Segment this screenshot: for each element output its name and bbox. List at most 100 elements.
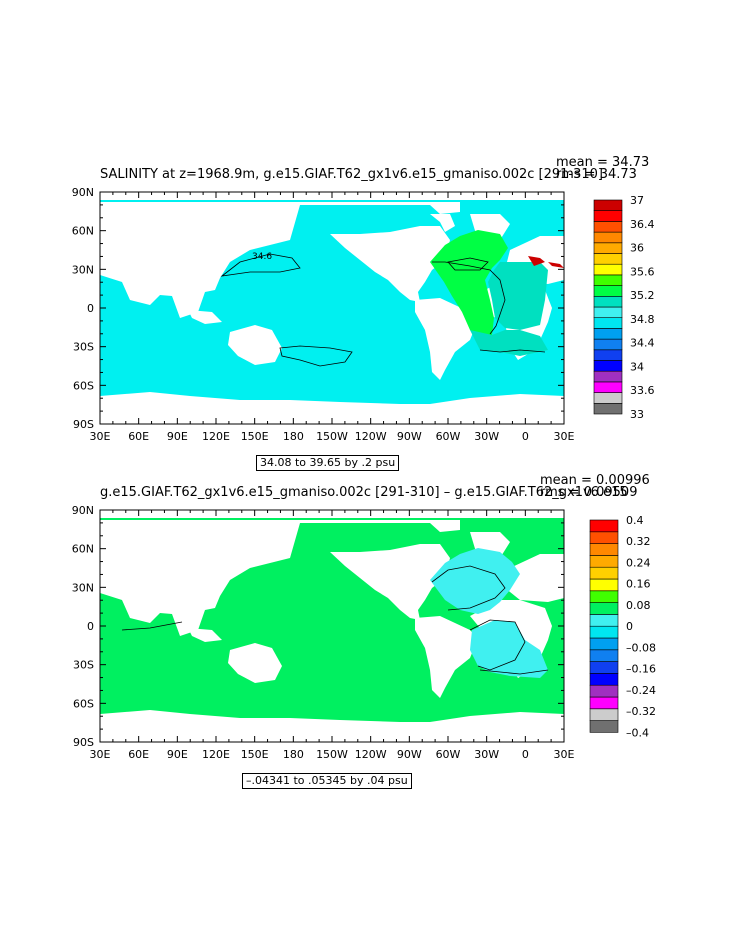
difference-lon-label: 60E xyxy=(128,748,149,761)
salinity-lon-label: 120W xyxy=(355,430,387,443)
difference-colorbar-box xyxy=(589,590,619,603)
salinity-colorbar-box xyxy=(593,338,623,351)
difference-lon-label: 120W xyxy=(355,748,387,761)
salinity-lat-label: 60N xyxy=(72,225,94,238)
difference-lat-label: 90N xyxy=(72,504,94,517)
difference-colorbar-box xyxy=(589,614,619,627)
salinity-colorbar-box xyxy=(593,317,623,329)
difference-colorbar-box xyxy=(589,684,619,698)
difference-colorbar-box xyxy=(589,602,619,615)
salinity-colorbar-label: 33 xyxy=(630,408,644,421)
salinity-lat-label: 30S xyxy=(73,341,94,354)
salinity-colorbar-box xyxy=(593,285,623,297)
difference-rms: rms = 0.09509 xyxy=(540,485,638,500)
salinity-lon-label: 150W xyxy=(316,430,348,443)
salinity-title: SALINITY at z=1968.9m, g.e15.GIAF.T62_gx… xyxy=(100,167,603,182)
salinity-lat-label: 90S xyxy=(73,418,94,431)
salinity-colorbar-label: 36.4 xyxy=(630,218,655,231)
salinity-colorbar-label: 34.4 xyxy=(630,337,655,350)
salinity-colorbar-label: 33.6 xyxy=(630,384,655,397)
difference-lat-label: 30S xyxy=(73,659,94,672)
salinity-contours xyxy=(220,253,546,367)
difference-lon-label: 30E xyxy=(554,748,575,761)
salinity-colorbar-box xyxy=(593,349,623,361)
difference-lon-label: 0 xyxy=(522,748,529,761)
salinity-contour-caption: 34.08 to 39.65 by .2 psu xyxy=(256,455,400,471)
difference-colorbar-label: 0.24 xyxy=(626,556,651,569)
salinity-lon-label: 30W xyxy=(474,430,499,443)
difference-colorbar-box xyxy=(589,531,619,544)
difference-colorbar-label: –0.16 xyxy=(626,663,656,676)
difference-lon-label: 60W xyxy=(436,748,461,761)
difference-colorbar-box xyxy=(589,625,619,639)
salinity-colorbar-label: 36 xyxy=(630,242,644,255)
salinity-colorbar-box xyxy=(593,221,623,233)
salinity-lon-label: 0 xyxy=(522,430,529,443)
difference-panel: 30E 60E 90E 120E 150E 180 150W 120W 90W 60W 30W 0 30… xyxy=(0,470,733,945)
difference-lon-label: 90W xyxy=(397,748,422,761)
difference-atlantic-zone xyxy=(430,548,548,678)
salinity-colorbar-label: 35.6 xyxy=(630,265,655,278)
salinity-colorbar-label: 34 xyxy=(630,360,644,373)
salinity-lon-label: 90E xyxy=(167,430,188,443)
difference-lon-label: 90E xyxy=(167,748,188,761)
difference-lon-label: 30W xyxy=(474,748,499,761)
salinity-colorbar-box xyxy=(593,306,623,318)
salinity-colorbar-box xyxy=(593,263,623,276)
salinity-colorbar-box xyxy=(593,231,623,244)
salinity-lat-label: 90N xyxy=(72,186,94,199)
difference-lat-label: 60N xyxy=(72,543,94,556)
salinity-lon-label: 150E xyxy=(241,430,269,443)
salinity-map-axes: 30E 60E 90E 120E 150E 180 150W 120W 90W 60W 30W 0 30… xyxy=(72,186,575,443)
difference-colorbar-label: 0.16 xyxy=(626,578,651,591)
salinity-colorbar-box xyxy=(593,295,623,308)
salinity-colorbar-label: 35.2 xyxy=(630,289,655,302)
salinity-lat-label: 30N xyxy=(72,263,94,276)
difference-colorbar-box xyxy=(589,566,619,580)
salinity-lon-label: 120E xyxy=(202,430,230,443)
difference-colorbar-label: –0.4 xyxy=(626,726,649,739)
salinity-colorbar-box xyxy=(593,402,623,415)
difference-lat-label: 0 xyxy=(87,620,94,633)
difference-lat-label: 90S xyxy=(73,736,94,749)
difference-colorbar-label: –0.32 xyxy=(626,705,656,718)
difference-colorbar-label: 0 xyxy=(626,620,633,633)
difference-lon-label: 180 xyxy=(283,748,304,761)
salinity-contour-label: 34.6 xyxy=(252,252,272,262)
salinity-atlantic-zone xyxy=(430,230,564,356)
salinity-colorbar-box xyxy=(593,274,623,286)
salinity-panel: 34.6 30E 60E 90E 120E 150E 180 150W 120W 90W 60W 3… xyxy=(0,0,733,471)
difference-colorbar-label: –0.08 xyxy=(626,641,656,654)
difference-colorbar: –0.4 –0.32 –0.24 –0.16 –0.08 0 0.08 0.16 0.24 0.3… xyxy=(589,514,656,739)
salinity-colorbar-box xyxy=(593,381,623,393)
difference-land-layer xyxy=(100,520,564,722)
difference-colorbar-box xyxy=(589,555,619,568)
salinity-lon-label: 180 xyxy=(283,430,304,443)
salinity-colorbar-box xyxy=(593,370,623,383)
difference-colorbar-label: –0.24 xyxy=(626,684,656,697)
difference-colorbar-box xyxy=(589,578,619,592)
difference-colorbar-box xyxy=(589,708,619,721)
salinity-colorbar-label: 37 xyxy=(630,194,644,207)
difference-colorbar-box xyxy=(589,673,619,686)
difference-lat-label: 30N xyxy=(72,581,94,594)
salinity-colorbar-box xyxy=(593,210,623,222)
salinity-colorbar-label: 34.8 xyxy=(630,313,655,326)
difference-map-axes: 30E 60E 90E 120E 150E 180 150W 120W 90W 60W 30W 0 30… xyxy=(72,504,575,761)
difference-colorbar-box xyxy=(589,519,619,533)
salinity-lon-label: 30E xyxy=(90,430,111,443)
difference-lat-label: 60S xyxy=(73,697,94,710)
salinity-colorbar-box xyxy=(593,253,623,265)
difference-lon-label: 30E xyxy=(90,748,111,761)
salinity-colorbar-box xyxy=(593,360,623,372)
difference-title: g.e15.GIAF.T62_gx1v6.e15_gmaniso.002c [2… xyxy=(100,485,628,500)
difference-colorbar-label: 0.08 xyxy=(626,599,651,612)
difference-colorbar-box xyxy=(589,720,619,733)
difference-lon-label: 150E xyxy=(241,748,269,761)
difference-colorbar-label: 0.4 xyxy=(626,514,644,527)
difference-colorbar-label: 0.32 xyxy=(626,535,651,548)
salinity-mean: mean = 34.73 xyxy=(556,155,650,170)
difference-lon-label: 120E xyxy=(202,748,230,761)
salinity-lon-label: 30E xyxy=(554,430,575,443)
salinity-colorbar-box xyxy=(593,242,623,254)
